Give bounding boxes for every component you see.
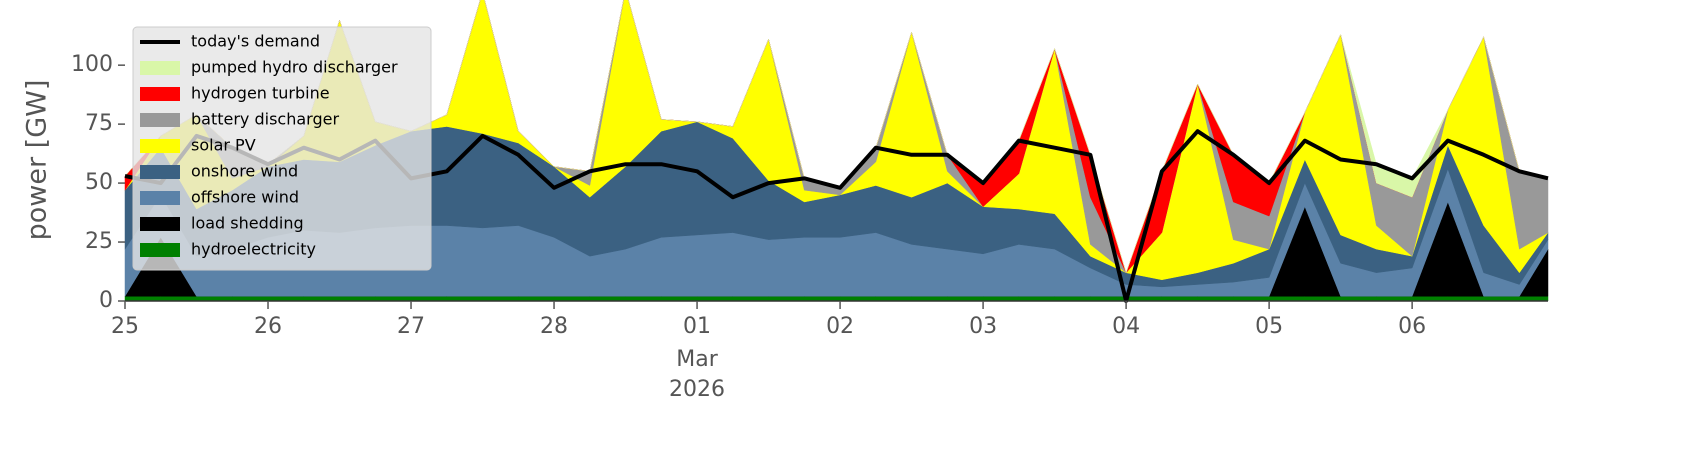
y-tick-label: 0 xyxy=(99,288,113,313)
legend-label: hydrogen turbine xyxy=(191,84,330,103)
x-tick-label: 06 xyxy=(1398,314,1426,339)
y-tick-label: 100 xyxy=(71,52,113,77)
legend: today's demand pumped hydro discharger hyd… xyxy=(132,26,432,271)
x-tick-label: 28 xyxy=(540,314,568,339)
legend-label: offshore wind xyxy=(191,188,299,207)
x-tick-label: 26 xyxy=(254,314,282,339)
legend-label: load shedding xyxy=(191,214,304,233)
x-tick-label: 04 xyxy=(1112,314,1140,339)
legend-box xyxy=(132,26,432,271)
x-tick-sublabel: Mar xyxy=(676,347,718,372)
legend-swatch xyxy=(140,191,180,205)
x-tick-label: 27 xyxy=(397,314,425,339)
x-tick-label: 25 xyxy=(111,314,139,339)
legend-label: battery discharger xyxy=(191,110,339,129)
legend-swatch xyxy=(140,87,180,101)
legend-swatch xyxy=(140,61,180,75)
legend-label: pumped hydro discharger xyxy=(191,58,398,77)
y-tick-label: 75 xyxy=(85,111,113,136)
legend-swatch xyxy=(140,139,180,153)
legend-swatch xyxy=(140,113,180,127)
x-tick-label: 03 xyxy=(969,314,997,339)
x-tick-sublabel: 2026 xyxy=(669,377,725,402)
legend-label: solar PV xyxy=(191,136,256,155)
x-tick-label: 01 xyxy=(683,314,711,339)
legend-label: hydroelectricity xyxy=(191,240,316,259)
x-tick-label: 02 xyxy=(826,314,854,339)
y-tick-label: 25 xyxy=(85,229,113,254)
legend-label: onshore wind xyxy=(191,162,298,181)
y-tick-label: 50 xyxy=(85,170,113,195)
y-axis-label: power [GW] xyxy=(22,80,53,241)
legend-swatch xyxy=(140,243,180,257)
x-tick-label: 05 xyxy=(1255,314,1283,339)
legend-swatch xyxy=(140,217,180,231)
legend-label: today's demand xyxy=(191,32,320,51)
legend-swatch xyxy=(140,165,180,179)
